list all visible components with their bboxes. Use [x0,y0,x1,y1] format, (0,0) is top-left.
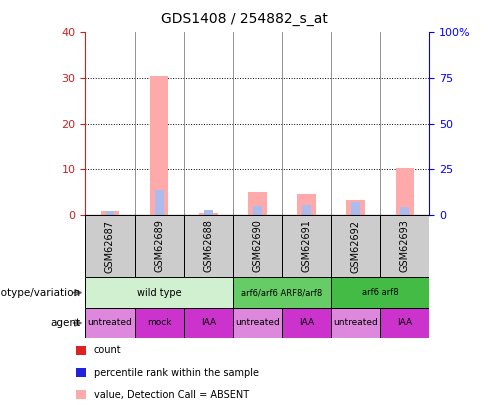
Text: untreated: untreated [88,318,132,328]
Text: GSM62691: GSM62691 [302,220,311,273]
Bar [233,277,331,308]
Bar [253,205,262,215]
Bar [282,308,331,338]
Text: GSM62689: GSM62689 [154,220,164,273]
Text: IAA: IAA [201,318,216,328]
Text: IAA: IAA [397,318,412,328]
Bar [183,308,233,338]
Text: IAA: IAA [299,318,314,328]
Text: GSM62692: GSM62692 [351,220,361,273]
Text: arf6 arf8: arf6 arf8 [362,288,399,297]
Bar [282,215,331,277]
Bar [85,308,135,338]
Bar [105,211,114,215]
Text: arf6/arf6 ARF8/arf8: arf6/arf6 ARF8/arf8 [242,288,323,297]
Bar [150,76,168,215]
Text: GSM62688: GSM62688 [203,220,213,273]
Text: GDS1408 / 254882_s_at: GDS1408 / 254882_s_at [161,12,327,26]
Text: untreated: untreated [235,318,280,328]
Bar [135,308,183,338]
Text: agent: agent [50,318,81,328]
Bar [302,205,311,215]
Text: count: count [94,345,122,355]
Bar [183,215,233,277]
Bar [101,211,119,215]
Text: GSM62687: GSM62687 [105,220,115,273]
Bar [331,277,429,308]
Bar [85,215,135,277]
Bar [297,194,316,215]
Text: wild type: wild type [137,288,182,298]
Bar [233,215,282,277]
Bar [396,168,414,215]
Text: value, Detection Call = ABSENT: value, Detection Call = ABSENT [94,390,249,400]
Bar [331,308,380,338]
Text: GSM62690: GSM62690 [252,220,263,273]
Bar [155,190,163,215]
Text: genotype/variation: genotype/variation [0,288,81,298]
Bar [199,213,218,215]
Bar [380,308,429,338]
Bar [204,209,213,215]
Text: GSM62693: GSM62693 [400,220,410,273]
Bar [401,207,409,215]
Bar [380,215,429,277]
Bar [351,202,360,215]
Bar [248,192,267,215]
Bar [135,215,183,277]
Bar [233,308,282,338]
Text: mock: mock [147,318,171,328]
Bar [85,277,233,308]
Bar [346,200,365,215]
Bar [331,215,380,277]
Text: percentile rank within the sample: percentile rank within the sample [94,368,259,377]
Text: untreated: untreated [333,318,378,328]
